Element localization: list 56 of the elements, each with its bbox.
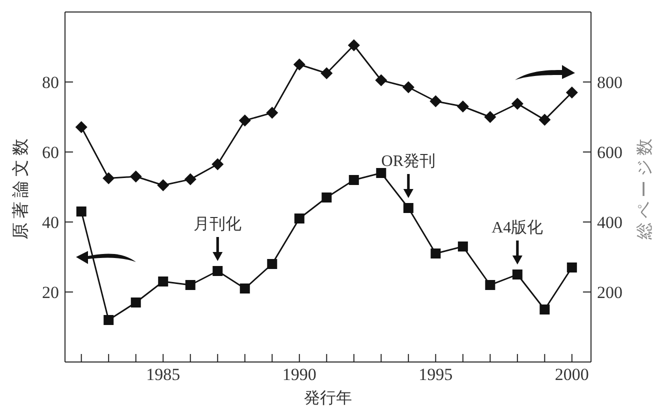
y-axis-title: 原著論文数 xyxy=(11,134,30,240)
point xyxy=(184,173,196,186)
point xyxy=(104,315,114,325)
y-tick-label: 80 xyxy=(42,73,59,92)
point xyxy=(430,95,442,108)
x-tick-label: 1995 xyxy=(418,365,453,384)
point xyxy=(348,39,360,52)
x-tick-label: 1985 xyxy=(146,365,180,384)
point xyxy=(485,280,496,290)
point xyxy=(403,203,414,213)
point xyxy=(75,121,88,134)
point xyxy=(185,280,196,290)
point xyxy=(240,284,250,294)
point xyxy=(130,298,141,308)
point xyxy=(157,179,170,192)
point xyxy=(212,158,224,170)
point xyxy=(212,266,223,276)
point xyxy=(540,304,550,314)
point xyxy=(566,262,577,272)
point xyxy=(238,114,251,126)
y2-tick-label: 400 xyxy=(597,213,622,232)
point xyxy=(293,58,306,70)
x-axis-title: 発行年 xyxy=(304,390,352,406)
point xyxy=(266,106,278,119)
point xyxy=(538,114,551,126)
point xyxy=(376,168,386,178)
point xyxy=(102,172,115,184)
y-tick-label: 40 xyxy=(42,213,59,232)
point xyxy=(320,67,333,80)
point xyxy=(458,242,468,252)
y2-tick-label: 800 xyxy=(597,73,622,92)
point xyxy=(294,214,304,224)
x-tick-label: 2000 xyxy=(554,365,589,384)
annotation: A4版化 xyxy=(492,220,544,236)
point xyxy=(402,81,414,94)
point xyxy=(322,192,332,202)
annotation: OR発刊 xyxy=(381,153,436,170)
point xyxy=(76,206,86,216)
point xyxy=(511,98,524,110)
annotation: 月刊化 xyxy=(194,216,242,233)
y2-tick-label: 600 xyxy=(597,143,622,162)
y-tick-label: 20 xyxy=(42,283,59,302)
point xyxy=(375,74,388,86)
point xyxy=(430,248,441,258)
x-tick-label: 1990 xyxy=(282,365,316,384)
point xyxy=(512,270,522,280)
point xyxy=(484,111,496,123)
y2-tick-label: 200 xyxy=(597,283,622,302)
point xyxy=(158,276,168,286)
point xyxy=(267,259,278,269)
y2-axis-title: 総ページ数 xyxy=(635,134,654,240)
y-tick-label: 60 xyxy=(42,143,59,162)
point xyxy=(130,170,142,182)
point xyxy=(348,175,359,185)
point xyxy=(456,100,469,112)
point xyxy=(566,86,578,98)
